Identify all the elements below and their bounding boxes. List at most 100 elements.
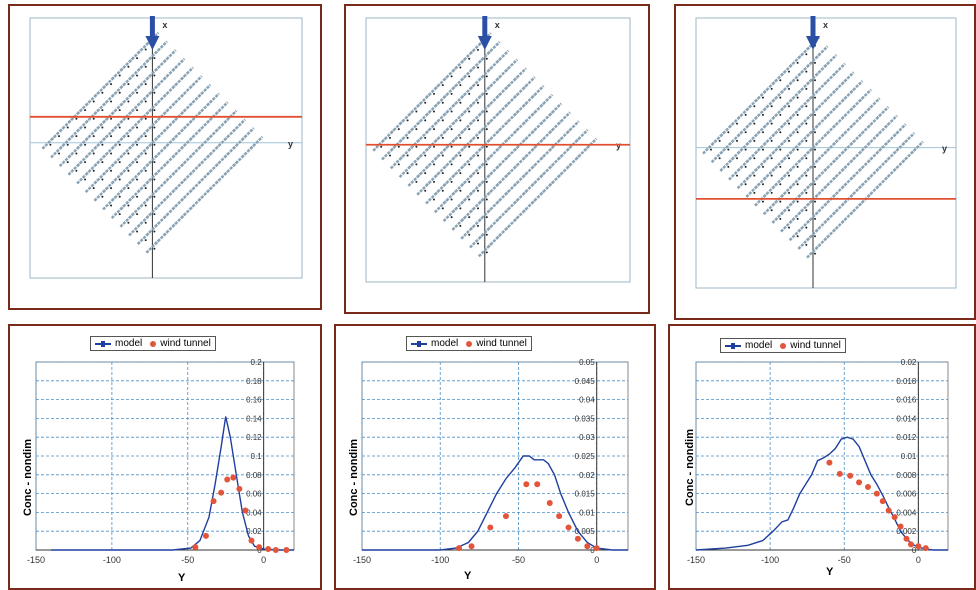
obstacle <box>469 199 483 214</box>
obstacle <box>171 144 186 159</box>
obstacle <box>180 153 194 168</box>
probe-point <box>485 180 488 183</box>
obstacle <box>823 227 838 242</box>
profile-chart-1: 0 0.02 0.04 0.06 0.08 0.1 0.12 0.14 0.16 0.18 0.2 -… <box>27 358 295 565</box>
obstacle <box>548 120 563 135</box>
probe-point <box>380 145 383 148</box>
obstacle <box>469 41 483 55</box>
probe-point <box>477 154 479 157</box>
obstacle <box>162 205 177 220</box>
wind-tunnel-point <box>210 498 217 505</box>
probe-point <box>736 157 738 160</box>
probe-point <box>441 154 444 157</box>
probe-point <box>450 75 453 78</box>
obstacle <box>849 184 864 198</box>
obstacle <box>814 80 829 94</box>
probe-point <box>92 100 95 103</box>
obstacle <box>477 225 492 240</box>
probe-point <box>485 216 488 219</box>
probe-point <box>468 216 471 219</box>
obstacle <box>728 166 742 181</box>
probe-point <box>144 187 147 190</box>
x-tick-label: -50 <box>181 555 194 565</box>
x-tick-label: -50 <box>838 555 851 565</box>
y-tick-label: 0.02 <box>579 471 595 480</box>
probe-point <box>468 128 471 131</box>
obstacle <box>858 140 872 155</box>
obstacle <box>849 132 864 146</box>
obstacle <box>460 120 475 135</box>
obstacle <box>557 146 571 161</box>
wind-tunnel-point <box>534 481 541 488</box>
profile-chart-3: 0 0.002 0.004 0.006 0.008 0.01 0.012 0.014 0.016… <box>687 358 949 565</box>
probe-point <box>110 100 113 103</box>
probe-point <box>762 183 764 186</box>
obstacle <box>504 129 519 143</box>
obstacle <box>858 175 872 190</box>
obstacle <box>513 67 527 82</box>
obstacle <box>102 75 116 90</box>
probe-point <box>779 113 782 116</box>
obstacle <box>806 227 820 242</box>
probe-point <box>66 126 69 129</box>
probe-point <box>92 152 95 155</box>
probe-point <box>127 65 130 68</box>
obstacle <box>50 127 64 142</box>
obstacle <box>162 83 177 98</box>
obstacle <box>504 181 519 196</box>
obstacle <box>477 120 492 135</box>
probe-point <box>84 143 87 146</box>
obstacle <box>486 234 501 249</box>
obstacle <box>788 210 803 224</box>
obstacle-array <box>372 32 598 258</box>
probe-point <box>796 113 799 116</box>
probe-point <box>58 135 61 138</box>
probe-point <box>468 145 471 148</box>
obstacle <box>771 71 786 86</box>
y-tick-label: 0.04 <box>246 508 262 517</box>
obstacle <box>762 97 777 112</box>
obstacle <box>513 155 527 170</box>
probe-point <box>485 57 488 60</box>
axis-y-letter: y <box>288 139 293 149</box>
obstacle <box>398 146 413 161</box>
obstacle <box>197 83 212 98</box>
obstacle <box>93 118 108 133</box>
obstacle <box>823 106 838 120</box>
probe-point <box>485 233 488 236</box>
probe-point <box>814 252 816 255</box>
obstacle <box>495 190 510 205</box>
probe-point <box>153 109 156 112</box>
probe-point <box>424 154 427 157</box>
probe-point <box>814 200 816 203</box>
obstacle <box>486 58 501 73</box>
probe-point <box>468 198 471 201</box>
obstacle <box>806 106 820 120</box>
obstacle <box>416 146 431 161</box>
obstacle <box>188 127 203 142</box>
probe-point <box>136 161 139 164</box>
obstacle <box>806 244 820 259</box>
obstacle <box>875 123 890 138</box>
obstacle <box>486 41 501 55</box>
wind-tunnel-point <box>230 474 237 481</box>
obstacle <box>119 213 134 228</box>
probe-point <box>92 187 95 190</box>
axis-x-letter: x <box>495 20 500 30</box>
obstacle <box>495 173 510 187</box>
probe-point <box>118 91 121 94</box>
wind-tunnel-point <box>903 535 910 542</box>
y-tick-label: 0.004 <box>896 508 917 517</box>
probe-point <box>736 122 738 125</box>
probe-point <box>110 83 113 86</box>
obstacle <box>119 179 134 194</box>
probe-point <box>389 154 391 157</box>
probe-point <box>118 178 121 181</box>
obstacle <box>780 184 794 198</box>
obstacle <box>451 111 466 126</box>
probe-point <box>814 79 816 82</box>
probe-point <box>144 239 147 242</box>
obstacle <box>197 187 212 202</box>
obstacle <box>469 181 483 196</box>
